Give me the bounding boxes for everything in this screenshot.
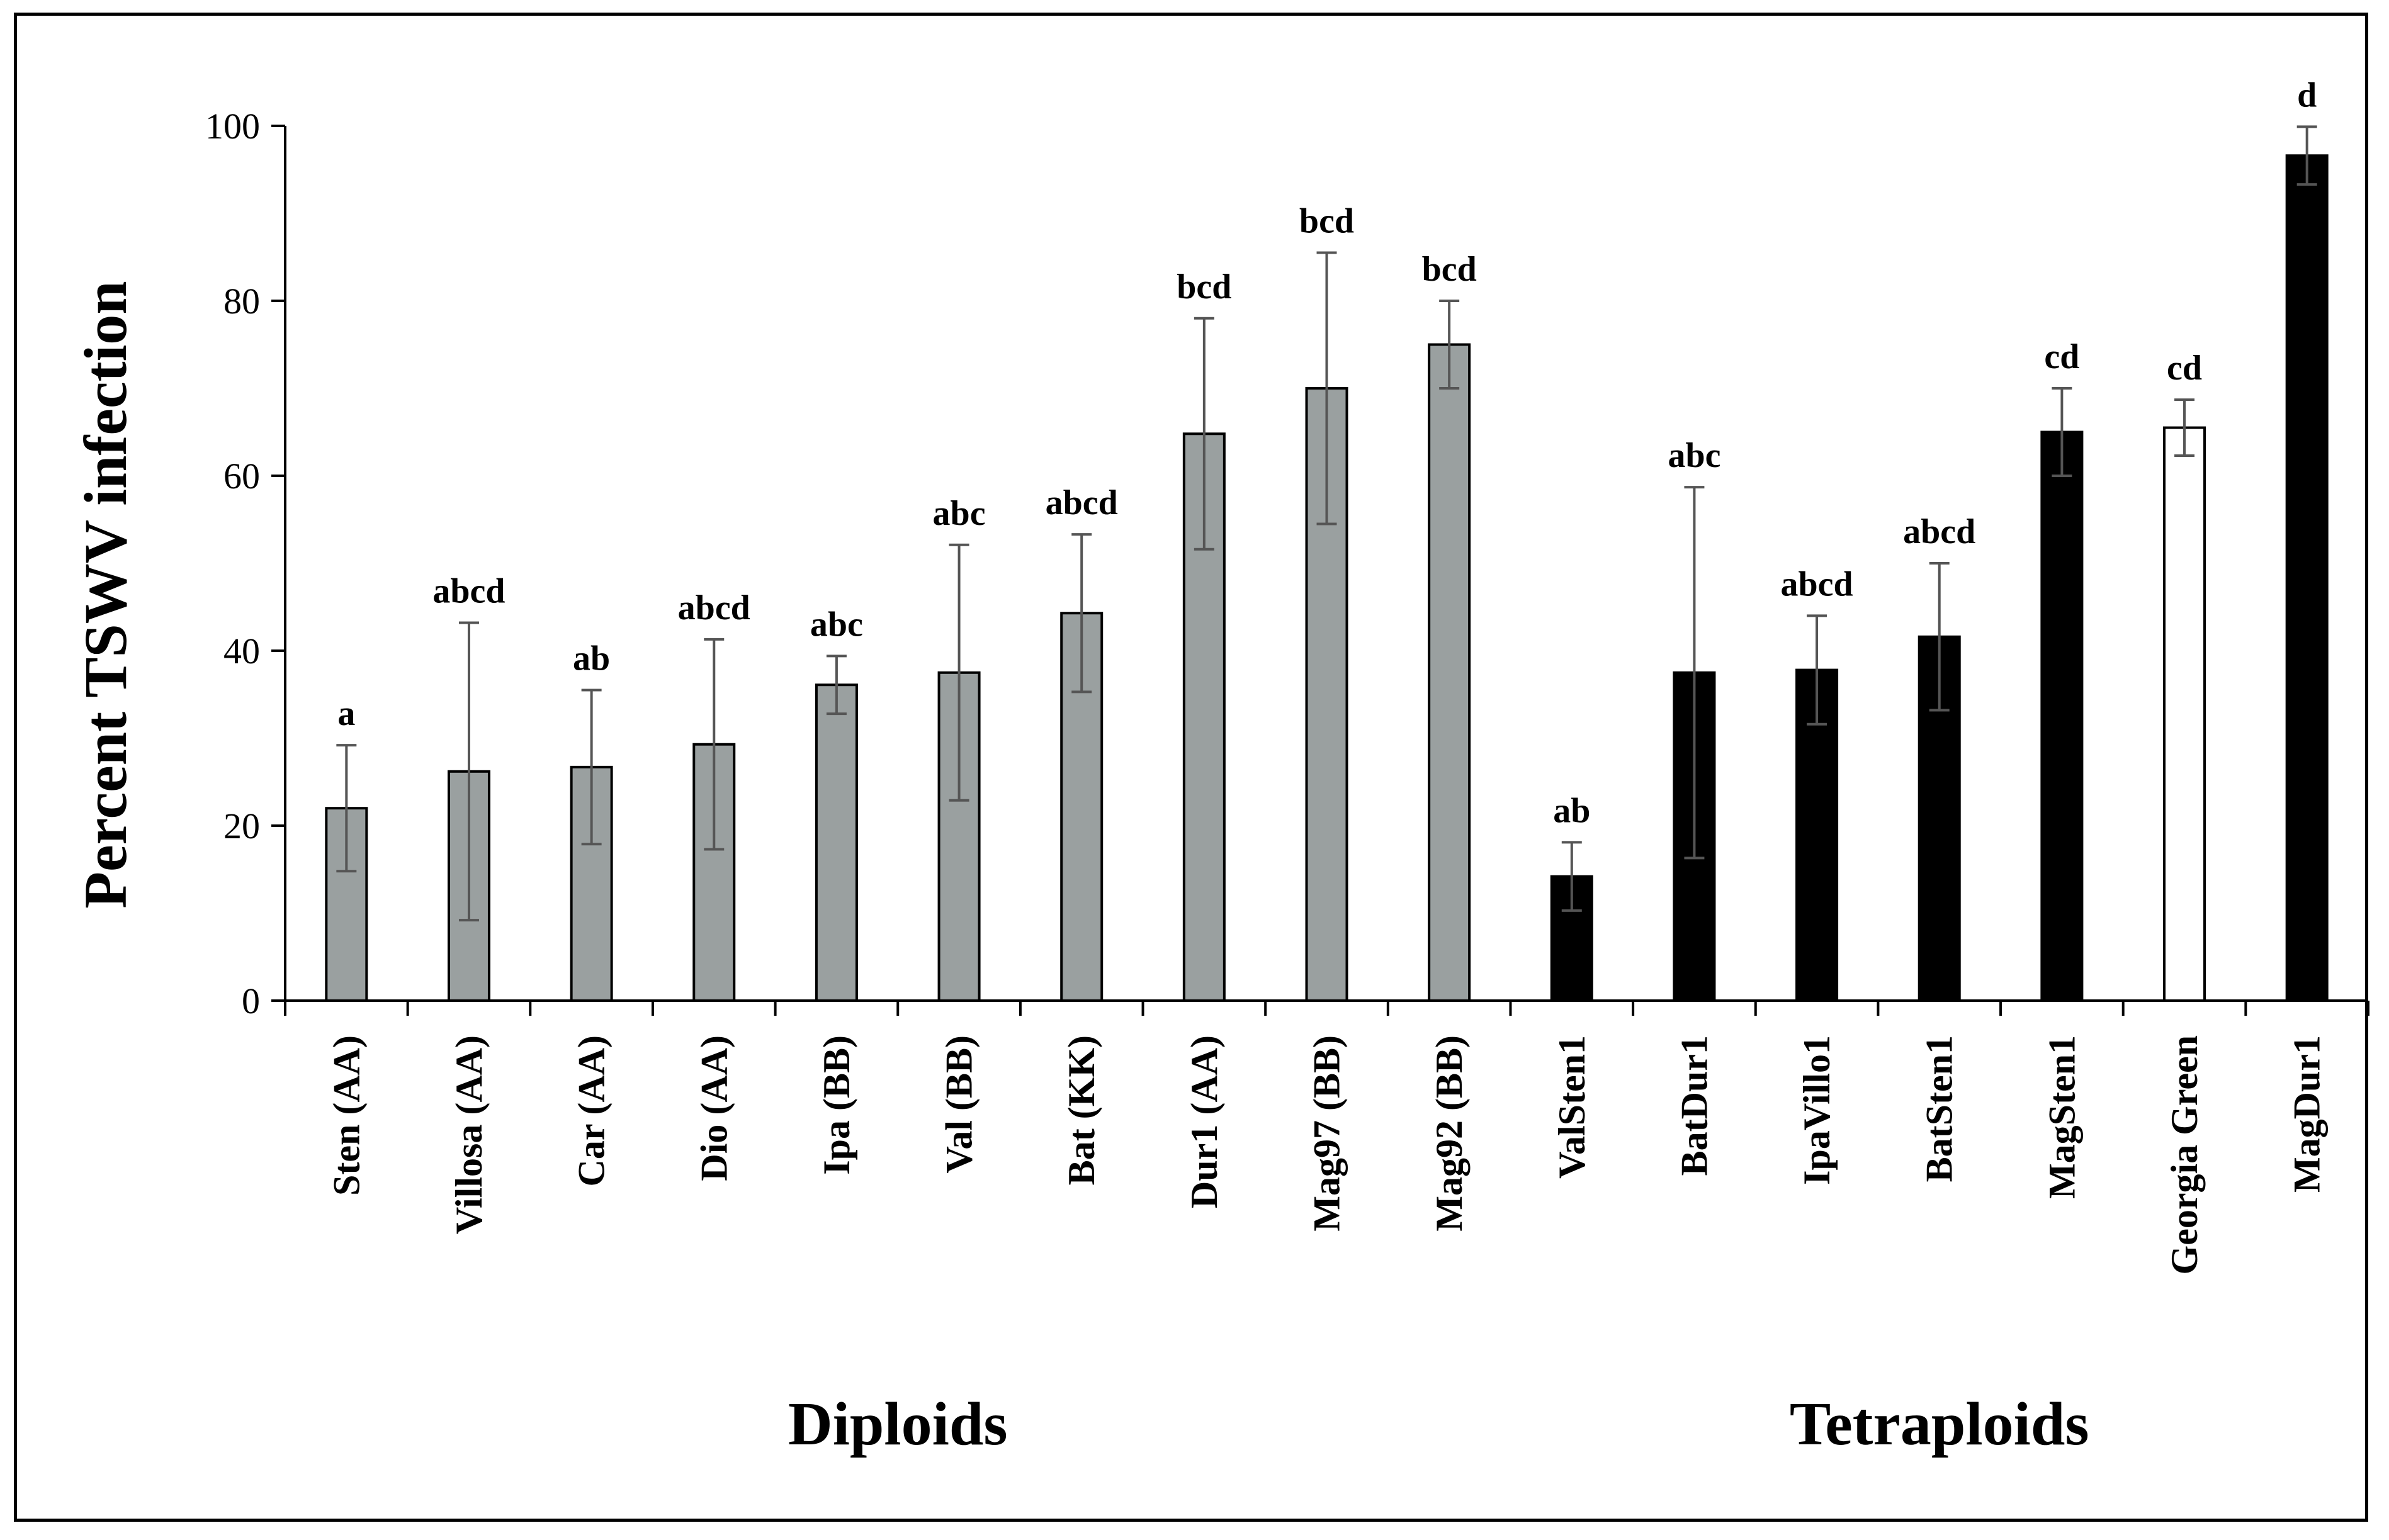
y-axis-title: Percent TSWV infection — [72, 281, 139, 908]
y-tick-label: 60 — [223, 456, 260, 497]
x-axis — [284, 999, 2369, 1016]
significance-label: abc — [933, 494, 986, 533]
significance-label: abcd — [1781, 565, 1853, 604]
y-axis: 0 20 40 60 80 100 — [205, 106, 286, 1021]
category-label: Val (BB) — [939, 1035, 980, 1174]
category-label: Ipa (BB) — [816, 1035, 857, 1175]
category-label: Georgia Green — [2164, 1035, 2205, 1274]
y-tick-label: 100 — [205, 106, 260, 147]
category-label: Sten (AA) — [325, 1035, 367, 1196]
bar — [815, 683, 858, 1002]
significance-label: bcd — [1299, 202, 1354, 241]
y-tick-label: 80 — [223, 281, 260, 322]
significance-label: a — [337, 694, 355, 733]
significance-label: cd — [2044, 337, 2079, 376]
significance-label: ab — [573, 639, 610, 678]
bar — [2285, 154, 2329, 1002]
category-label: Car (AA) — [571, 1035, 613, 1187]
y-tick-label: 20 — [223, 806, 260, 846]
category-label: Bat (KK) — [1061, 1035, 1102, 1185]
y-tick-label: 40 — [223, 631, 260, 672]
category-label: BatDur1 — [1673, 1035, 1715, 1176]
significance-label: abcd — [678, 588, 750, 627]
significance-label: abcd — [432, 572, 505, 611]
significance-label: bcd — [1177, 267, 1231, 306]
category-label: Mag97 (BB) — [1306, 1035, 1348, 1232]
significance-label: d — [2297, 76, 2317, 115]
category-label: Mag92 (BB) — [1428, 1035, 1470, 1232]
significance-label: abcd — [1903, 512, 1975, 551]
category-label: ValSten1 — [1551, 1035, 1593, 1179]
category-label: Dur1 (AA) — [1183, 1035, 1225, 1208]
significance-label: bcd — [1422, 250, 1477, 289]
significance-label: abcd — [1046, 483, 1118, 522]
bar — [2040, 430, 2084, 1002]
significance-label: abc — [1668, 436, 1720, 475]
category-label: MagDur1 — [2286, 1035, 2328, 1193]
category-label: IpaVillo1 — [1796, 1035, 1838, 1185]
significance-label: cd — [2167, 349, 2202, 388]
bar — [1428, 343, 1471, 1002]
category-label: MagSten1 — [2041, 1035, 2082, 1199]
significance-label: abc — [810, 605, 863, 644]
bar — [2163, 426, 2206, 1002]
significance-label: ab — [1553, 791, 1590, 830]
group-title: Diploids — [788, 1390, 1008, 1458]
category-label: BatSten1 — [1919, 1035, 1960, 1182]
y-tick-label: 0 — [242, 981, 260, 1021]
group-title: Tetraploids — [1790, 1390, 2089, 1458]
category-label: Villosa (AA) — [448, 1035, 490, 1234]
bars — [325, 125, 2329, 1002]
category-label: Dio (AA) — [693, 1035, 735, 1181]
